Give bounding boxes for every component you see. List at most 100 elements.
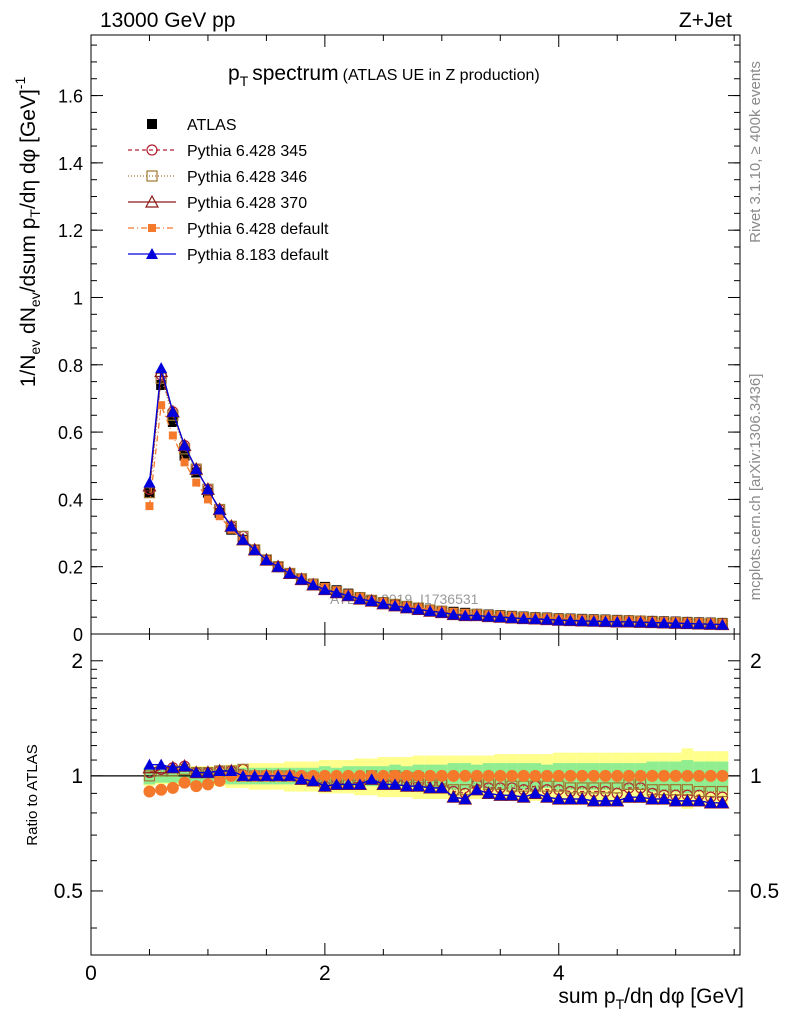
main-point-p8def xyxy=(307,578,320,590)
ratio-point-p6def xyxy=(435,769,448,782)
ratio-point-p6def xyxy=(541,769,554,782)
ratio-xtick-label: 0 xyxy=(85,962,97,985)
main-point-p8def xyxy=(342,589,355,601)
ratio-point-p8def xyxy=(552,792,565,804)
main-point-p8def xyxy=(201,483,214,495)
main-point-p8def xyxy=(634,616,647,628)
ratio-point-p8def xyxy=(143,758,156,770)
main-ytick-label: 0.6 xyxy=(58,423,83,443)
ratio-point-p6def xyxy=(704,769,717,782)
ratio-ytick-label-right: 1 xyxy=(750,765,762,788)
ratio-point-p8def xyxy=(272,769,285,781)
ratio-ytick-label: 0.5 xyxy=(54,880,83,903)
ratio-point-p8def xyxy=(307,774,320,786)
ratio-point-p8def xyxy=(435,781,448,793)
main-point-p8def xyxy=(260,553,273,565)
ratio-point-p8def xyxy=(482,787,495,799)
ratio-point-p6def xyxy=(377,769,390,782)
ratio-point-p6def xyxy=(318,769,331,782)
main-series-line-p346 xyxy=(148,378,723,625)
ratio-point-p8def xyxy=(681,794,694,806)
ratio-point-p6def xyxy=(693,769,706,782)
ratio-point-p6def xyxy=(622,769,635,782)
main-point-p8def xyxy=(213,503,226,515)
ratio-point-p8def xyxy=(657,792,670,804)
main-point-p8def xyxy=(412,603,425,615)
main-point-p346 xyxy=(143,487,156,499)
ratio-point-p8def xyxy=(365,773,378,785)
ratio-point-p6def xyxy=(716,769,729,782)
header-right: Z+Jet xyxy=(679,9,732,32)
legend-label-p346: Pythia 6.428 346 xyxy=(187,169,307,186)
ratio-point-p8def xyxy=(564,792,577,804)
ratio-point-p8def xyxy=(178,760,191,772)
main-point-p8def xyxy=(552,614,565,626)
main-point-atlas xyxy=(167,416,178,427)
ratio-point-p6def xyxy=(482,769,495,782)
mcplots-credit: mcplots.cern.ch [arXiv:1306.3436] xyxy=(747,374,764,601)
main-point-p8def xyxy=(447,608,460,620)
main-series-line-p8def xyxy=(148,367,723,626)
ratio-point-p8def xyxy=(646,792,659,804)
main-point-p8def xyxy=(494,611,507,623)
main-ylabel: 1/Nev dNev/dsum pT/dη dφ [GeV]-1 xyxy=(12,77,43,388)
main-point-p8def xyxy=(657,616,670,628)
main-point-p8def xyxy=(143,476,156,488)
ratio-point-p6def xyxy=(552,769,565,782)
ratio-ytick-label-right: 2 xyxy=(750,650,762,673)
main-point-p8def xyxy=(681,617,694,629)
main-point-p8def xyxy=(190,463,203,475)
main-point-p8def xyxy=(599,615,612,627)
ratio-point-p6def xyxy=(646,769,659,782)
ratio-point-p6def xyxy=(424,769,437,782)
ratio-point-p6def xyxy=(517,769,530,782)
ratio-panel: 0.5 0.5 1 1 2 2 0 2 4 xyxy=(54,633,779,985)
legend-marker-p370 xyxy=(144,194,160,208)
main-title: pT spectrum (ATLAS UE in Z production) xyxy=(228,62,540,89)
ratio-point-p8def xyxy=(330,778,343,790)
ratio-point-p8def xyxy=(622,791,635,803)
ratio-point-p6def xyxy=(190,780,203,793)
ratio-frame xyxy=(90,633,741,956)
main-point-p8def xyxy=(389,599,402,611)
main-point-p8def xyxy=(225,520,238,532)
main-ytick-label: 0 xyxy=(73,625,83,645)
main-point-p8def xyxy=(529,612,542,624)
main-point-p8def xyxy=(424,605,437,617)
main-point-p8def xyxy=(693,617,706,629)
ratio-point-p8def xyxy=(576,792,589,804)
ratio-point-p6def xyxy=(681,769,694,782)
main-point-p8def xyxy=(646,616,659,628)
ratio-xtick-label: 2 xyxy=(319,962,331,985)
ratio-point-p6def xyxy=(669,769,682,782)
ratio-point-p8def xyxy=(716,796,729,808)
main-point-p8def xyxy=(330,586,343,598)
main-point-p8def xyxy=(248,543,261,555)
ratio-point-p8def xyxy=(155,758,168,770)
ratio-point-p8def xyxy=(494,789,507,801)
main-point-p6def xyxy=(168,431,177,440)
legend-label-p370: Pythia 6.428 370 xyxy=(187,195,307,212)
ratio-point-p6def xyxy=(599,769,612,782)
ratio-point-p6def xyxy=(389,769,402,782)
ratio-point-p8def xyxy=(237,769,250,781)
main-point-p8def xyxy=(482,610,495,622)
ratio-point-p6def xyxy=(470,769,483,782)
ratio-point-p8def xyxy=(225,764,238,776)
legend-marker-p346 xyxy=(146,170,158,182)
legend-label-p345: Pythia 6.428 345 xyxy=(187,143,307,160)
ratio-point-p8def xyxy=(389,778,402,790)
ratio-point-p346 xyxy=(611,782,623,794)
ratio-point-p8def xyxy=(669,794,682,806)
main-ytick-label: 1.6 xyxy=(58,87,83,107)
ratio-point-p8def xyxy=(318,780,331,792)
main-point-p8def xyxy=(505,611,518,623)
main-point-p8def xyxy=(365,595,378,607)
ratio-point-p6def xyxy=(494,769,507,782)
ratio-point-p8def xyxy=(342,778,355,790)
ratio-point-p6def xyxy=(166,781,179,794)
ratio-point-p6def xyxy=(529,769,542,782)
main-point-p6def xyxy=(180,458,189,467)
rivet-version: Rivet 3.1.10, ≥ 400k events xyxy=(747,61,764,243)
ratio-point-p8def xyxy=(693,794,706,806)
